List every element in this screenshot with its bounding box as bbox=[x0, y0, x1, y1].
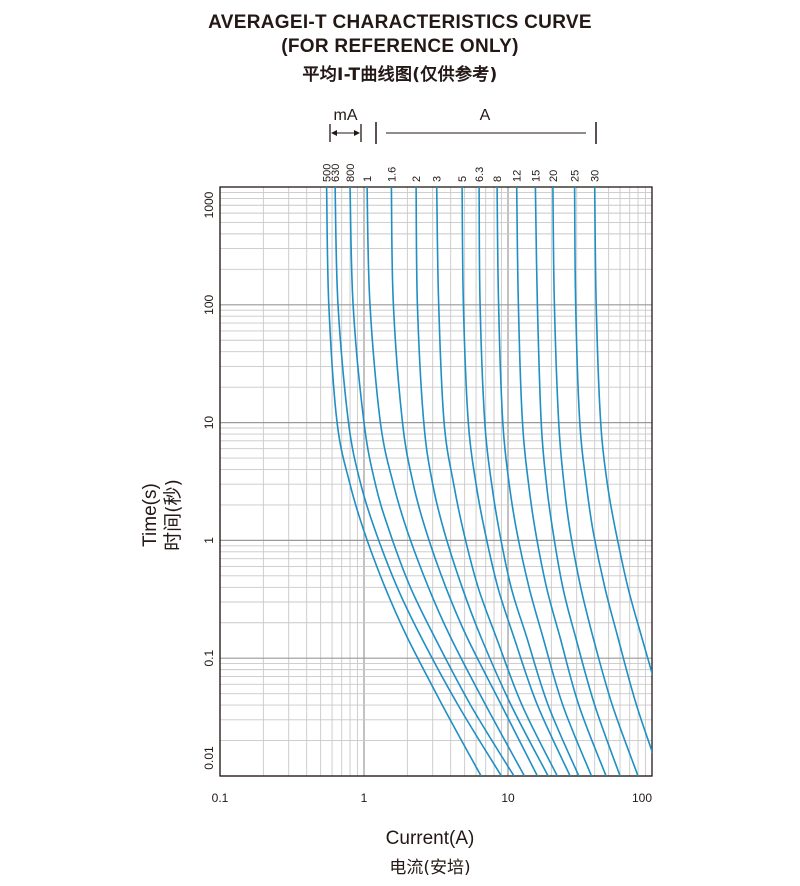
curve-30 bbox=[593, 187, 652, 676]
rating-label-8: 8 bbox=[492, 176, 504, 182]
y-axis-label: Time(s) 时间(秒) bbox=[140, 430, 184, 600]
ma-arrow-right-icon bbox=[354, 130, 360, 136]
x-tick-label: 100 bbox=[632, 791, 652, 805]
chart-title-chinese: 平均I-T曲线图(仅供参考) bbox=[302, 65, 498, 85]
rating-label-12: 12 bbox=[512, 170, 524, 182]
unit-label-ma: mA bbox=[334, 107, 358, 124]
rating-label-500: 500 bbox=[322, 164, 334, 182]
rating-label-2: 2 bbox=[411, 176, 423, 182]
y-tick-label: 0.1 bbox=[202, 650, 216, 667]
y-tick-label: 100 bbox=[202, 294, 216, 314]
curve-1-6 bbox=[390, 187, 539, 776]
chart-subtitle: (FOR REFERENCE ONLY) bbox=[281, 36, 519, 57]
axis-ticks: 0.1 1 10 100 0.01 0.1 1 10 100 1000 bbox=[202, 191, 652, 805]
y-tick-label: 0.01 bbox=[202, 746, 216, 770]
x-tick-label: 1 bbox=[361, 791, 368, 805]
y-tick-label: 1 bbox=[202, 537, 216, 544]
rating-label-5: 5 bbox=[457, 176, 469, 182]
curve-800 bbox=[349, 187, 515, 776]
rating-label-1-6: 1.6 bbox=[386, 167, 398, 182]
curve-3 bbox=[435, 187, 559, 776]
ma-arrow-left-icon bbox=[331, 130, 337, 136]
curve-500 bbox=[325, 187, 482, 776]
curve-15 bbox=[534, 187, 621, 776]
curve-630 bbox=[334, 187, 503, 776]
curve-5 bbox=[461, 187, 571, 776]
y-axis-label-en: Time(s) bbox=[140, 483, 161, 547]
curve-8 bbox=[496, 187, 593, 776]
curve-12 bbox=[515, 187, 607, 776]
curve-2 bbox=[415, 187, 549, 776]
x-tick-label: 10 bbox=[501, 791, 515, 805]
chart-title: AVERAGEI-T CHARACTERISTICS CURVE bbox=[208, 12, 592, 33]
grid-lines bbox=[219, 187, 652, 777]
y-axis-label-cn: 时间(秒) bbox=[162, 479, 184, 551]
rating-label-630: 630 bbox=[330, 164, 342, 182]
x-axis-label: Current(A) bbox=[385, 828, 475, 849]
unit-brackets: mA A bbox=[329, 107, 597, 144]
y-tick-label: 10 bbox=[202, 416, 216, 430]
rating-label-3: 3 bbox=[432, 176, 444, 182]
rating-label-20: 20 bbox=[548, 170, 560, 182]
x-axis-label-cn: 电流(安培) bbox=[389, 858, 471, 878]
rating-label-25: 25 bbox=[570, 170, 582, 182]
rating-label-800: 800 bbox=[345, 164, 357, 182]
unit-label-a: A bbox=[480, 107, 491, 124]
curve-series-group bbox=[325, 187, 652, 776]
rating-label-1: 1 bbox=[362, 176, 374, 182]
plot-frame bbox=[219, 186, 653, 777]
rating-label-6-3: 6.3 bbox=[474, 167, 486, 182]
y-tick-label: 1000 bbox=[202, 191, 216, 218]
curve-6-3 bbox=[478, 187, 580, 776]
rating-label-30: 30 bbox=[590, 170, 602, 182]
curve-1 bbox=[366, 187, 526, 776]
curve-20 bbox=[552, 187, 639, 776]
x-tick-label: 0.1 bbox=[212, 791, 229, 805]
rating-label-15: 15 bbox=[530, 170, 542, 182]
curve-25 bbox=[573, 187, 652, 754]
